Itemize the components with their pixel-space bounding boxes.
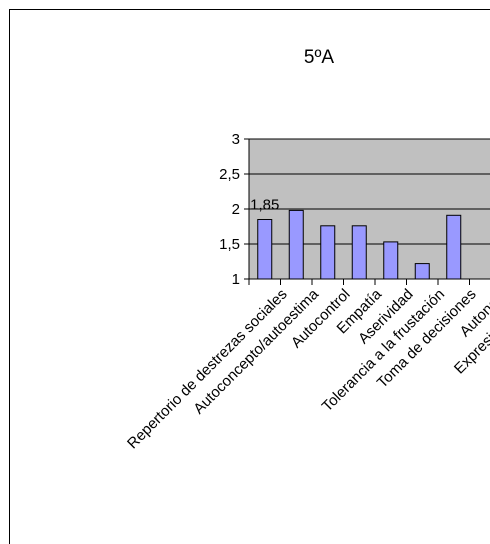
category-label: Repertorio de destrezas sociales — [124, 286, 290, 452]
plot-area: 1 1,5 2 2,5 3 1,85 Repertorio de destrezas soc… — [124, 131, 490, 452]
y-tick-label: 1 — [232, 271, 240, 288]
bar — [257, 219, 273, 280]
bar — [351, 225, 367, 280]
y-tick-label: 3 — [232, 131, 240, 148]
y-tick-label: 1,5 — [219, 236, 240, 253]
bar — [446, 214, 462, 280]
chart-title: 5ºA — [304, 47, 335, 68]
data-label: 1,85 — [250, 197, 279, 214]
bar — [320, 225, 336, 280]
y-tick-label: 2 — [232, 201, 240, 218]
bar — [383, 241, 399, 280]
bar — [288, 209, 304, 280]
y-tick-label: 2,5 — [219, 166, 240, 183]
bar — [414, 263, 430, 280]
category-label: Autoconcepto/autoestima — [190, 285, 322, 417]
